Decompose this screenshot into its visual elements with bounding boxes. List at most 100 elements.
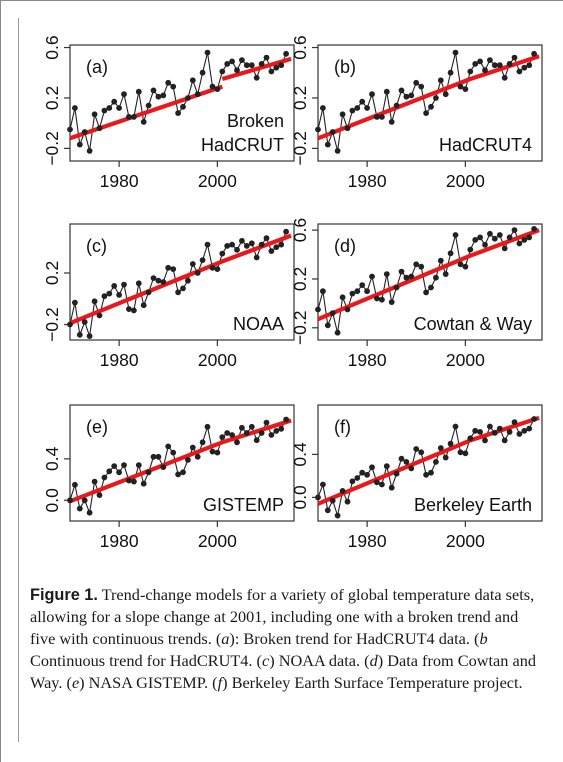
data-point: [219, 250, 226, 257]
data-point: [388, 299, 395, 305]
data-point: [258, 61, 265, 67]
trend-line: [221, 56, 292, 82]
x-tick-label: 2000: [446, 171, 485, 191]
data-point: [349, 107, 356, 114]
data-point: [219, 68, 226, 75]
data-point: [263, 235, 270, 242]
data-point: [96, 125, 103, 132]
data-point: [447, 69, 454, 76]
data-point: [121, 91, 127, 98]
data-point: [447, 440, 454, 447]
data-point: [477, 58, 483, 65]
data-point: [135, 88, 142, 95]
data-point: [189, 444, 196, 451]
data-point: [467, 246, 474, 253]
data-point: [467, 68, 474, 75]
data-point: [447, 250, 454, 257]
data-point: [320, 288, 326, 295]
x-tick-label: 2000: [198, 350, 237, 370]
data-point: [91, 298, 98, 305]
data-point: [268, 432, 275, 438]
x-tick-label: 1980: [100, 350, 139, 370]
data-point: [477, 429, 483, 435]
margin-rule: [18, 18, 19, 742]
data-point: [76, 141, 83, 148]
plot-frame: [69, 223, 295, 341]
page-border-top: [0, 0, 563, 1]
data-point: [324, 141, 331, 148]
data-point: [403, 93, 410, 100]
data-point: [283, 50, 289, 57]
chart-panel: 1980 2000 −0.2 0.2 0.6 (a) Broken HadCRUT: [42, 35, 295, 191]
data-point: [72, 481, 78, 488]
data-point: [76, 505, 83, 512]
data-point: [462, 86, 469, 92]
data-point: [398, 455, 405, 462]
data-point: [437, 445, 444, 451]
data-point: [278, 62, 285, 69]
x-tick-label: 1980: [348, 171, 387, 191]
data-point: [408, 92, 415, 99]
data-point: [398, 87, 405, 94]
y-tick-label: 0.2: [42, 86, 62, 110]
data-point: [329, 497, 336, 504]
data-point: [315, 126, 321, 133]
data-point: [472, 61, 479, 67]
data-point: [482, 241, 488, 248]
data-point: [442, 454, 449, 461]
data-point: [86, 509, 93, 516]
data-point: [155, 93, 162, 100]
data-point: [155, 453, 162, 460]
data-point: [160, 464, 167, 470]
data-point: [160, 92, 167, 99]
data-point: [339, 111, 346, 118]
data-point: [344, 498, 351, 505]
data-point: [180, 103, 186, 110]
data-point: [239, 424, 245, 431]
plot-frame: [317, 44, 543, 162]
data-point: [96, 312, 103, 319]
data-point: [81, 129, 88, 135]
data-point: [501, 245, 508, 252]
data-point: [101, 107, 108, 114]
data-point: [482, 437, 488, 444]
data-point: [379, 296, 385, 303]
data-point: [229, 241, 236, 248]
data-point: [428, 469, 434, 476]
data-point: [224, 61, 231, 67]
data-point: [140, 480, 147, 487]
chart-panel: 1980 2000 −0.2 0.2 (c) NOAA: [42, 223, 295, 370]
data-point: [349, 478, 356, 485]
data-point: [116, 292, 122, 298]
data-point: [516, 240, 523, 247]
data-point: [258, 241, 265, 248]
data-point: [324, 322, 331, 329]
data-point: [234, 246, 240, 253]
data-point: [125, 306, 132, 312]
data-point: [165, 443, 172, 450]
data-point: [462, 450, 469, 457]
data-point: [170, 449, 177, 456]
chart-panel: 1980 2000 0.0 0.4 (f) Berkeley Earth: [290, 404, 543, 551]
data-point: [204, 423, 211, 430]
x-tick-label: 2000: [446, 531, 485, 551]
data-point: [506, 429, 513, 435]
data-point: [320, 481, 326, 488]
dataset-label: Broken: [227, 111, 284, 131]
data-point: [116, 469, 122, 476]
data-point: [531, 50, 537, 57]
data-point: [204, 49, 211, 56]
trend-line: [69, 233, 292, 326]
data-point: [283, 416, 289, 423]
data-point: [253, 254, 260, 261]
data-point: [521, 237, 528, 243]
data-point: [482, 67, 488, 74]
data-point: [121, 281, 127, 288]
data-point: [214, 266, 221, 272]
data-point: [273, 244, 280, 251]
y-tick-label: 0.2: [290, 86, 310, 110]
data-point: [329, 310, 336, 316]
data-point: [379, 114, 385, 120]
data-point: [374, 295, 380, 302]
data-point: [278, 425, 285, 432]
